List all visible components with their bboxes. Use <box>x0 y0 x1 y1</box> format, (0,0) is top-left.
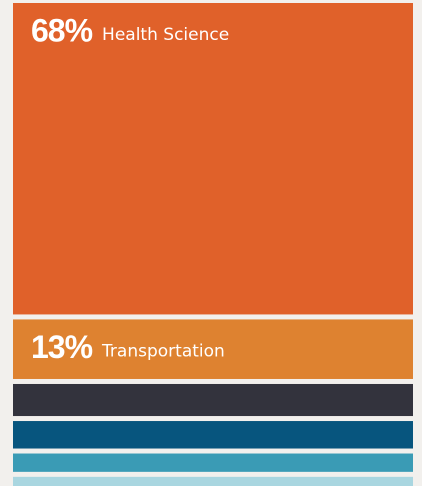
bar-segment <box>13 421 413 449</box>
bar-segment <box>13 383 413 417</box>
bar-segment <box>13 476 413 486</box>
bar-segment <box>13 3 413 315</box>
value-label: 68% <box>31 12 93 48</box>
bar-segment <box>13 319 413 379</box>
bar-segment <box>13 453 413 472</box>
category-label: Transportation <box>101 341 225 361</box>
value-label: 13% <box>31 329 93 365</box>
category-label: Health Science <box>102 25 229 45</box>
